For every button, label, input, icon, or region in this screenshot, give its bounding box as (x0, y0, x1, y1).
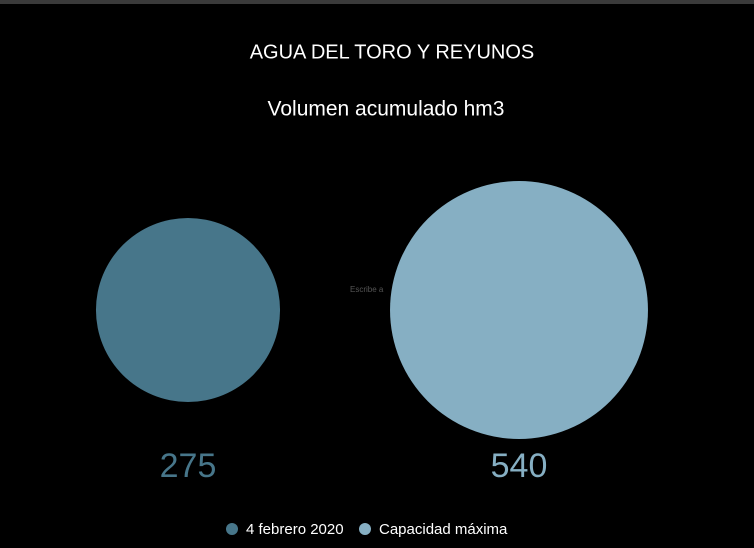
legend-label: 4 febrero 2020 (246, 521, 344, 538)
top-border (0, 0, 754, 4)
legend-marker (359, 523, 371, 535)
chart-title: AGUA DEL TORO Y REYUNOS (250, 41, 535, 63)
legend-label: Capacidad máxima (379, 521, 508, 538)
annotation: Escribe a (350, 285, 384, 294)
chart-subtitle: Volumen acumulado hm3 (268, 98, 505, 121)
bubble (95, 217, 281, 403)
value-label: 275 (160, 447, 217, 485)
value-label: 540 (491, 447, 548, 485)
bubble (390, 181, 648, 439)
legend-marker (226, 523, 238, 535)
